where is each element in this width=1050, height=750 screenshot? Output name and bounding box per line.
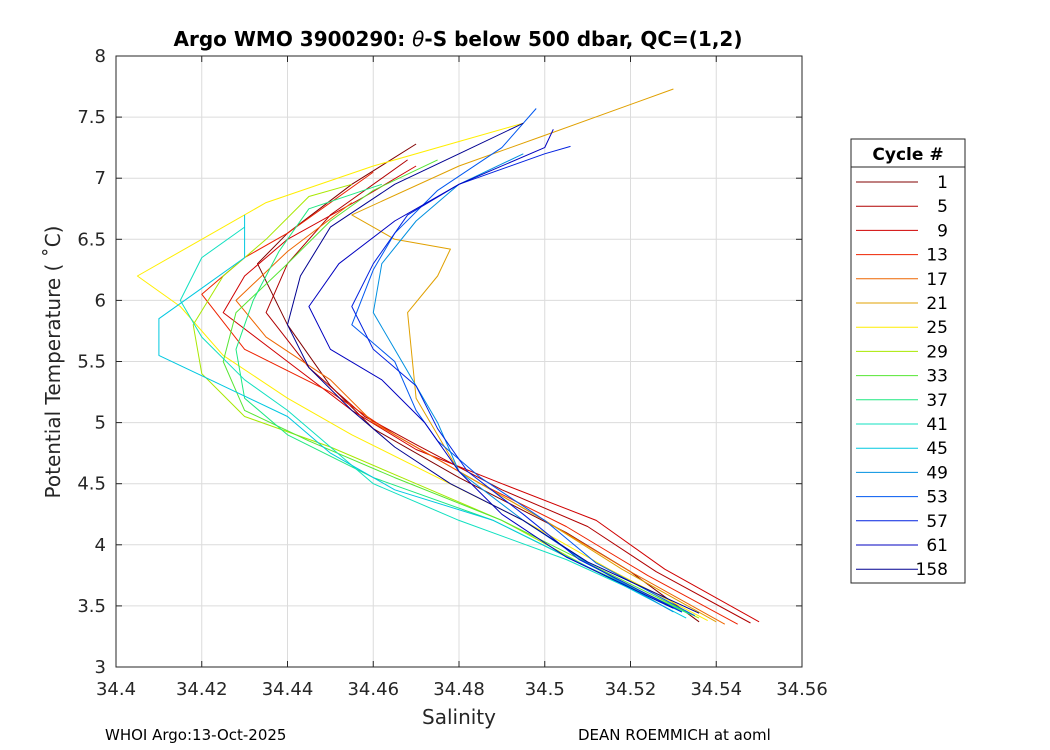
y-tick-label: 6 <box>95 290 106 311</box>
series-line-cycle-9 <box>222 165 760 623</box>
legend-label: 61 <box>926 536 948 556</box>
series-line-cycle-13 <box>201 171 738 625</box>
y-tick-label: 3 <box>95 657 106 678</box>
legend-label: 33 <box>926 367 948 387</box>
legend-label: 45 <box>926 439 948 459</box>
x-tick-label: 34.48 <box>433 679 485 700</box>
legend-label: 5 <box>937 197 948 217</box>
x-tick-label: 34.54 <box>690 679 742 700</box>
legend-label: 25 <box>926 318 948 338</box>
legend-title: Cycle # <box>872 145 943 165</box>
y-tick-label: 4 <box>95 535 106 556</box>
x-ticks: 34.4 34.42 34.44 34.46 34.48 34.5 34.52 34.54 34… <box>96 56 828 700</box>
legend-label: 13 <box>926 246 948 266</box>
legend-label: 57 <box>926 512 948 532</box>
footer-author: DEAN ROEMMICH at aoml <box>578 726 771 744</box>
series-group <box>136 88 760 625</box>
x-tick-label: 34.56 <box>776 679 828 700</box>
y-ticks: 3 3.5 4 4.5 5 5.5 6 6.5 7 7.5 8 <box>77 46 802 678</box>
legend-label: 49 <box>926 463 948 483</box>
legend-label: 29 <box>926 342 948 362</box>
legend-label: 41 <box>926 415 948 435</box>
legend-label: 21 <box>926 294 948 314</box>
series-line-cycle-33 <box>222 159 696 617</box>
series-line-cycle-5 <box>265 159 751 624</box>
legend-label: 158 <box>916 560 948 580</box>
x-tick-label: 34.4 <box>96 679 136 700</box>
series-line-cycle-41 <box>179 226 683 613</box>
y-axis-label: Potential Temperature ( ˚C) <box>41 226 65 499</box>
chart-title: Argo WMO 3900290: θ-S below 500 dbar, QC… <box>174 27 743 51</box>
y-tick-label: 6.5 <box>77 229 106 250</box>
y-tick-label: 8 <box>95 46 106 67</box>
legend-label: 9 <box>937 221 948 241</box>
x-tick-label: 34.5 <box>525 679 565 700</box>
y-tick-label: 5.5 <box>77 352 106 373</box>
series-line-cycle-45 <box>158 214 687 619</box>
y-tick-label: 4.5 <box>77 474 106 495</box>
footer-source: WHOI Argo:13-Oct-2025 <box>105 726 287 744</box>
y-tick-label: 7 <box>95 168 106 189</box>
x-tick-label: 34.44 <box>262 679 314 700</box>
legend: Cycle # 1 5 9 13 17 21 25 29 33 37 41 45 49 53 57 61 158 <box>850 138 966 584</box>
x-tick-label: 34.42 <box>176 679 228 700</box>
series-line-cycle-61 <box>308 129 674 609</box>
legend-label: 53 <box>926 488 948 508</box>
y-tick-label: 5 <box>95 413 106 434</box>
x-tick-label: 34.52 <box>605 679 657 700</box>
legend-label: 17 <box>926 270 948 290</box>
legend-label: 37 <box>926 391 948 411</box>
legend-box <box>850 138 966 584</box>
x-tick-label: 34.46 <box>347 679 399 700</box>
y-tick-label: 3.5 <box>77 596 106 617</box>
y-tick-label: 7.5 <box>77 107 106 128</box>
legend-label: 1 <box>937 173 948 193</box>
series-line-cycle-17 <box>235 202 726 625</box>
x-axis-label: Salinity <box>422 705 496 729</box>
series-line-cycle-53 <box>351 108 696 617</box>
legend-entries: 1 5 9 13 17 21 25 29 33 37 41 45 49 53 57 61 158 <box>856 173 948 580</box>
series-line-cycle-29 <box>192 183 700 619</box>
series-line-cycle-158 <box>287 122 700 614</box>
